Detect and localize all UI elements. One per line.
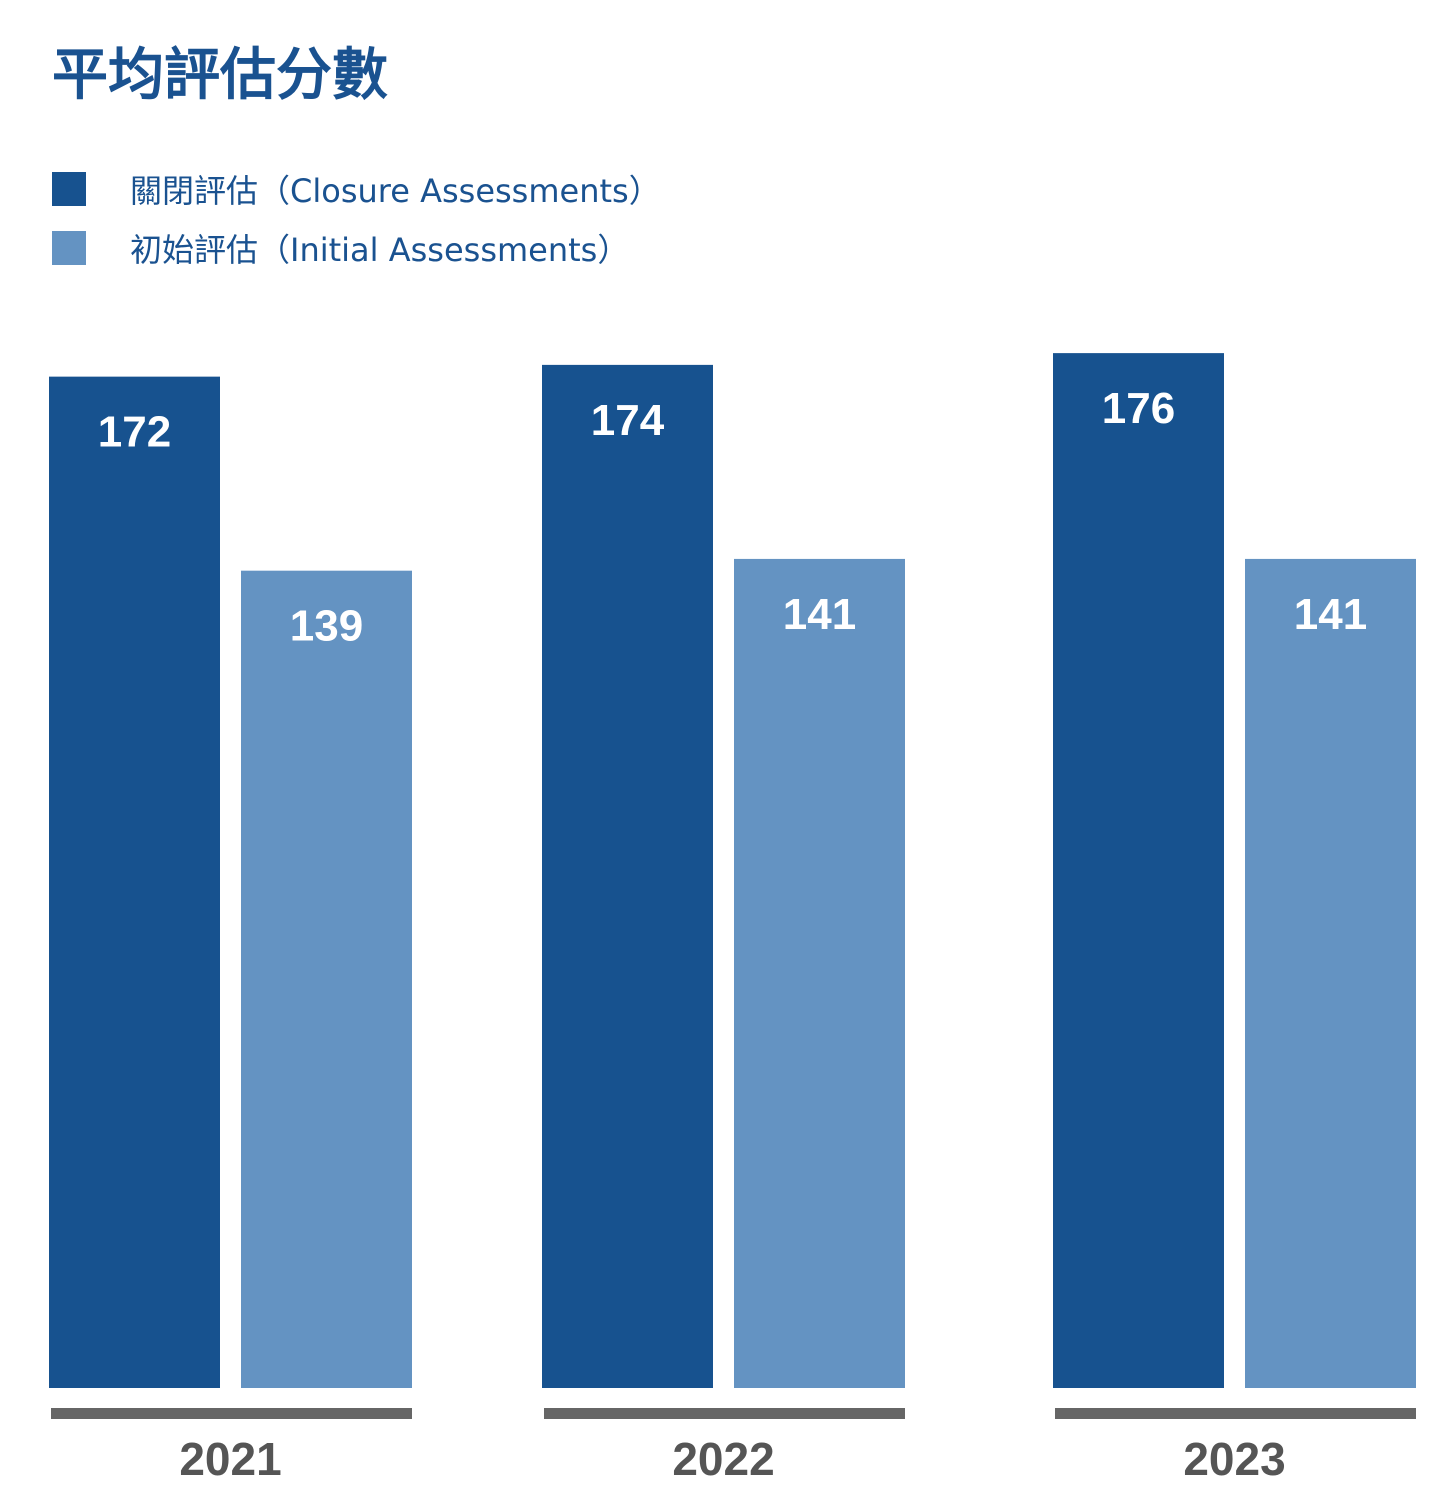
chart-title: 平均評估分數 — [52, 43, 388, 108]
legend-item-initial: 初始評估（Initial Assessments） — [52, 227, 661, 269]
category-label-2021: 2021 — [179, 1433, 281, 1485]
bar-initial-2021 — [241, 570, 412, 1388]
category-label-2023: 2023 — [1183, 1433, 1285, 1485]
category-underline-2022 — [544, 1408, 905, 1419]
legend: 關閉評估（Closure Assessments） 初始評估（Initial A… — [52, 168, 661, 286]
bar-closure-2021 — [49, 376, 220, 1388]
bar-closure-2023 — [1053, 353, 1224, 1388]
category-underline-2021 — [51, 1408, 412, 1419]
data-label-initial-2023: 141 — [1294, 590, 1367, 639]
bar-initial-2022 — [734, 558, 905, 1388]
bar-closure-2022 — [542, 364, 713, 1388]
data-label-closure-2022: 174 — [591, 396, 665, 445]
category-underline-2023 — [1055, 1408, 1416, 1419]
legend-label-initial: 初始評估（Initial Assessments） — [130, 231, 630, 269]
data-label-closure-2023: 176 — [1102, 384, 1175, 433]
data-label-initial-2022: 141 — [783, 590, 856, 639]
data-label-closure-2021: 172 — [98, 408, 171, 457]
legend-label-closure: 關閉評估（Closure Assessments） — [130, 172, 661, 210]
legend-item-closure: 關閉評估（Closure Assessments） — [52, 168, 661, 210]
category-label-2022: 2022 — [672, 1433, 774, 1485]
legend-swatch-initial — [52, 231, 86, 265]
data-label-initial-2021: 139 — [290, 602, 363, 651]
bar-initial-2023 — [1245, 558, 1416, 1388]
legend-swatch-closure — [52, 172, 86, 206]
